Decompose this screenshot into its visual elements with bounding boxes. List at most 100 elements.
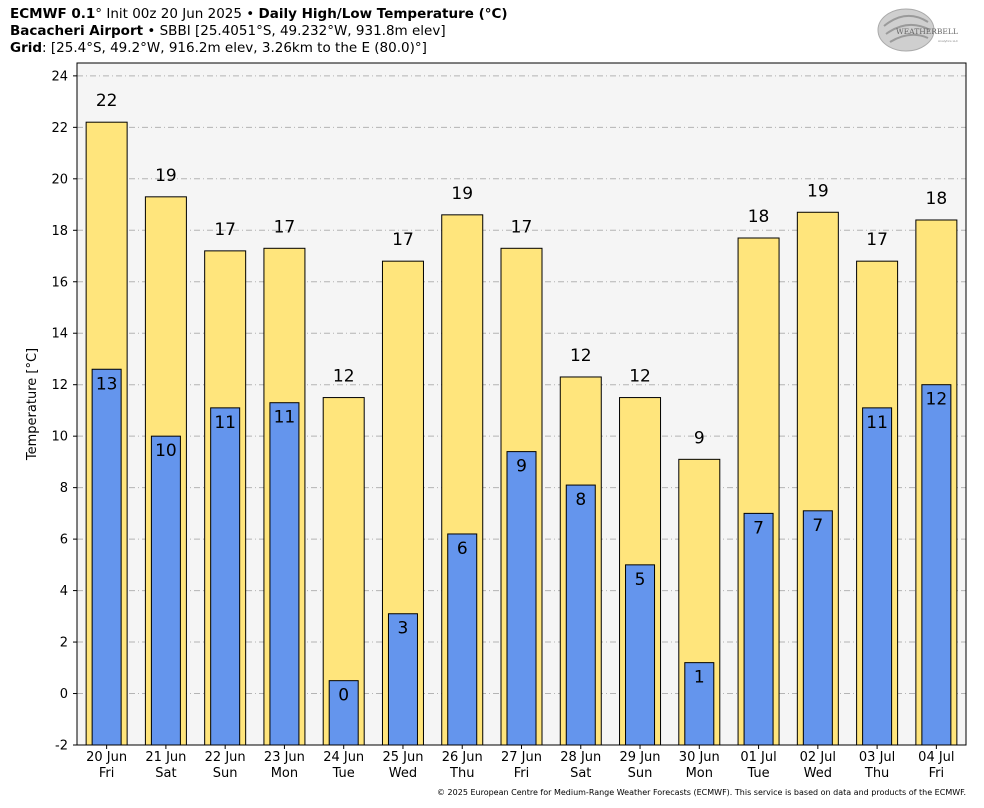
- y-tick-label: 14: [51, 327, 68, 342]
- low-temp-label: 5: [635, 570, 646, 590]
- grid-info: : [25.4°S, 49.2°W, 916.2m elev, 3.26km t…: [42, 40, 427, 56]
- x-tick-day: Wed: [804, 766, 832, 781]
- x-tick-date: 04 Jul: [918, 750, 954, 765]
- low-temp-bar: [269, 402, 300, 746]
- x-tick-day: Sun: [213, 766, 238, 781]
- high-temp-label: 19: [155, 166, 177, 186]
- high-temp-label: 12: [570, 346, 592, 366]
- high-temp-label: 18: [926, 189, 948, 209]
- low-temp-label: 9: [516, 457, 527, 477]
- high-temp-label: 17: [392, 230, 414, 250]
- x-tick-date: 29 Jun: [620, 750, 661, 765]
- copyright-footer: © 2025 European Centre for Medium-Range …: [437, 788, 966, 797]
- x-tick-day: Fri: [514, 766, 530, 781]
- x-tick-date: 28 Jun: [560, 750, 601, 765]
- low-temp-bar: [506, 451, 537, 746]
- y-tick-label: 10: [51, 430, 68, 445]
- station-info: • SBBI [25.4051°S, 49.232°W, 931.8m elev…: [147, 23, 446, 39]
- high-temp-label: 12: [333, 367, 355, 387]
- low-temp-bar: [802, 510, 833, 746]
- x-tick-date: 20 Jun: [86, 750, 127, 765]
- chart-header: ECMWF 0.1° Init 00z 20 Jun 2025 • Daily …: [10, 6, 508, 57]
- y-tick-label: -2: [55, 739, 68, 754]
- x-tick-date: 24 Jun: [323, 750, 364, 765]
- data-labels: 22 13 19 10 17 11 17 11 12 0 17 3 19 6 17 9 12 8 12 5 9 1 18 7 1…: [96, 91, 947, 705]
- x-tick-day: Sun: [628, 766, 653, 781]
- logo-text: WEATHERBELL: [896, 27, 958, 36]
- low-temp-label: 11: [274, 408, 296, 428]
- x-tick-date: 23 Jun: [264, 750, 305, 765]
- x-tick-date: 03 Jul: [859, 750, 895, 765]
- low-temp-label: 11: [866, 413, 888, 433]
- low-temp-bar: [447, 533, 478, 746]
- low-temp-bar: [921, 384, 952, 746]
- station-name: Bacacheri Airport: [10, 23, 144, 39]
- model-name: ECMWF 0.1: [10, 6, 96, 22]
- x-tick-day: Sat: [155, 766, 176, 781]
- x-tick-date: 21 Jun: [145, 750, 186, 765]
- y-tick-label: 6: [60, 533, 68, 548]
- header-line-2: Bacacheri Airport • SBBI [25.4051°S, 49.…: [10, 23, 508, 40]
- low-temp-label: 0: [338, 686, 349, 706]
- low-temp-bar: [150, 435, 181, 746]
- y-tick-label: 16: [51, 275, 68, 290]
- x-tick-date: 26 Jun: [442, 750, 483, 765]
- low-temp-label: 10: [155, 441, 177, 461]
- y-tick-label: 8: [60, 481, 68, 496]
- x-tick-day: Fri: [99, 766, 115, 781]
- low-temp-bar: [625, 564, 656, 746]
- low-temp-label: 7: [812, 516, 823, 536]
- low-temp-label: 8: [575, 490, 586, 510]
- x-tick-day: Tue: [746, 766, 769, 781]
- init-time: ° Init 00z 20 Jun 2025 •: [95, 6, 255, 22]
- y-tick-label: 18: [51, 224, 68, 239]
- bars: [85, 121, 958, 746]
- x-tick-day: Mon: [686, 766, 713, 781]
- low-temp-bar: [328, 680, 359, 746]
- high-temp-label: 17: [214, 220, 236, 240]
- high-temp-label: 17: [866, 230, 888, 250]
- x-tick-date: 30 Jun: [679, 750, 720, 765]
- high-temp-label: 17: [511, 217, 533, 237]
- low-temp-bar: [743, 512, 774, 746]
- y-axis-label: Temperature [°C]: [25, 348, 40, 461]
- x-tick-day: Thu: [449, 766, 474, 781]
- high-temp-label: 18: [748, 207, 770, 227]
- weatherbell-logo: WEATHERBELL Analytics LLC: [877, 8, 958, 52]
- x-tick-date: 25 Jun: [382, 750, 423, 765]
- header-line-3: Grid: [25.4°S, 49.2°W, 916.2m elev, 3.26…: [10, 40, 508, 57]
- grid-label: Grid: [10, 40, 43, 56]
- header-line-1: ECMWF 0.1° Init 00z 20 Jun 2025 • Daily …: [10, 6, 508, 23]
- high-temp-label: 12: [629, 367, 651, 387]
- x-tick-date: 02 Jul: [800, 750, 836, 765]
- y-tick-label: 24: [51, 69, 68, 84]
- y-tick-label: 12: [51, 378, 68, 393]
- x-tick-day: Mon: [271, 766, 298, 781]
- low-temp-bar: [210, 407, 241, 746]
- x-tick-day: Fri: [929, 766, 945, 781]
- low-temp-label: 12: [926, 390, 948, 410]
- low-temp-label: 7: [753, 518, 764, 538]
- logo-subtext: Analytics LLC: [938, 39, 958, 43]
- high-temp-label: 17: [274, 217, 296, 237]
- low-temp-label: 11: [214, 413, 236, 433]
- x-tick-day: Tue: [332, 766, 355, 781]
- y-tick-label: 0: [60, 687, 68, 702]
- low-temp-bar: [387, 613, 418, 746]
- x-tick-date: 01 Jul: [740, 750, 776, 765]
- x-tick-day: Thu: [864, 766, 889, 781]
- x-tick-date: 22 Jun: [205, 750, 246, 765]
- low-temp-bar: [91, 368, 122, 746]
- low-temp-label: 13: [96, 374, 118, 394]
- high-temp-label: 19: [807, 181, 829, 201]
- low-temp-label: 6: [457, 539, 468, 559]
- high-temp-label: 9: [694, 428, 705, 448]
- plot-frame: [76, 62, 967, 746]
- low-temp-label: 1: [694, 668, 705, 688]
- y-tick-label: 2: [60, 636, 68, 651]
- low-temp-bar: [684, 662, 715, 746]
- y-tick-label: 4: [60, 584, 68, 599]
- y-tick-label: 20: [51, 172, 68, 187]
